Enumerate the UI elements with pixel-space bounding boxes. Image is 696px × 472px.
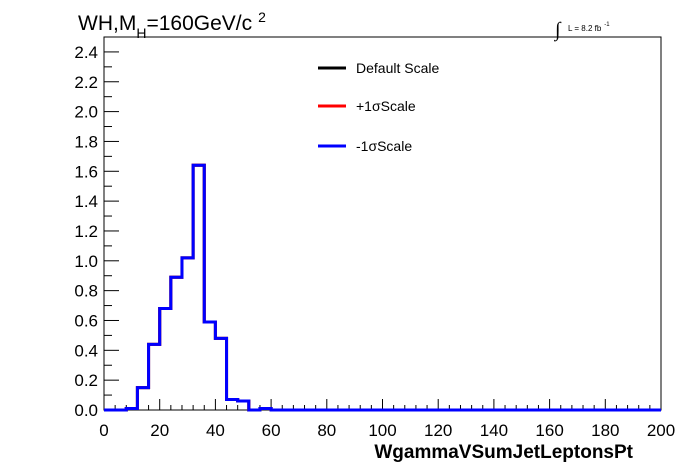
title-main: WH,M — [78, 12, 136, 35]
x-tick-label: 80 — [317, 421, 336, 440]
y-tick-label: 0.8 — [74, 282, 98, 301]
x-tick-label: 60 — [262, 421, 281, 440]
chart-title: WH,MH=160GeV/c 2 — [78, 9, 266, 41]
y-tick-label: 1.0 — [74, 252, 98, 271]
x-tick-label: 20 — [150, 421, 169, 440]
x-tick-label: 200 — [647, 421, 675, 440]
title-superscript: 2 — [258, 9, 266, 25]
series-line-2 — [104, 163, 661, 412]
y-tick-label: 0.0 — [74, 401, 98, 420]
lumi-label: L = 8.2 fb -1 — [568, 22, 610, 33]
legend-label-plus: +1σScale — [356, 98, 416, 114]
lumi-superscript: -1 — [604, 22, 610, 28]
y-tick-label: 1.8 — [74, 132, 98, 151]
x-tick-label: 40 — [206, 421, 225, 440]
lumi-text: L = 8.2 fb — [568, 24, 602, 33]
y-tick-label: 0.6 — [74, 311, 98, 330]
legend-label-default: Default Scale — [356, 60, 439, 76]
legend: Default Scale +1σScale -1σScale — [318, 60, 439, 154]
y-tick-label: 1.6 — [74, 162, 98, 181]
series-group — [104, 163, 661, 412]
x-tick-label: 0 — [99, 421, 108, 440]
title-rest: =160GeV/c — [146, 12, 252, 35]
legend-label-minus: -1σScale — [356, 138, 412, 154]
x-tick-label: 120 — [424, 421, 452, 440]
x-axis-label: WgammaVSumJetLeptonsPt — [374, 442, 633, 463]
x-tick-label: 100 — [368, 421, 396, 440]
title-subscript: H — [136, 25, 146, 41]
y-tick-label: 1.4 — [74, 192, 98, 211]
x-tick-label: 140 — [480, 421, 508, 440]
y-tick-label: 2.4 — [74, 43, 98, 62]
x-tick-label: 160 — [535, 421, 563, 440]
y-axis: 0.0 0.2 0.4 0.6 0.8 1.0 1.2 1.4 1.6 1.8 2.0 2.2 2.4 — [74, 43, 119, 420]
y-tick-label: 2.2 — [74, 73, 98, 92]
x-tick-label: 180 — [591, 421, 619, 440]
y-tick-label: 2.0 — [74, 103, 98, 122]
x-axis: 0 20 40 60 80 100 120 140 160 180 200 — [99, 399, 675, 440]
y-tick-label: 1.2 — [74, 222, 98, 241]
y-tick-label: 0.4 — [74, 341, 98, 360]
lumi-integral: ∫ — [553, 19, 562, 42]
y-tick-label: 0.2 — [74, 371, 98, 390]
